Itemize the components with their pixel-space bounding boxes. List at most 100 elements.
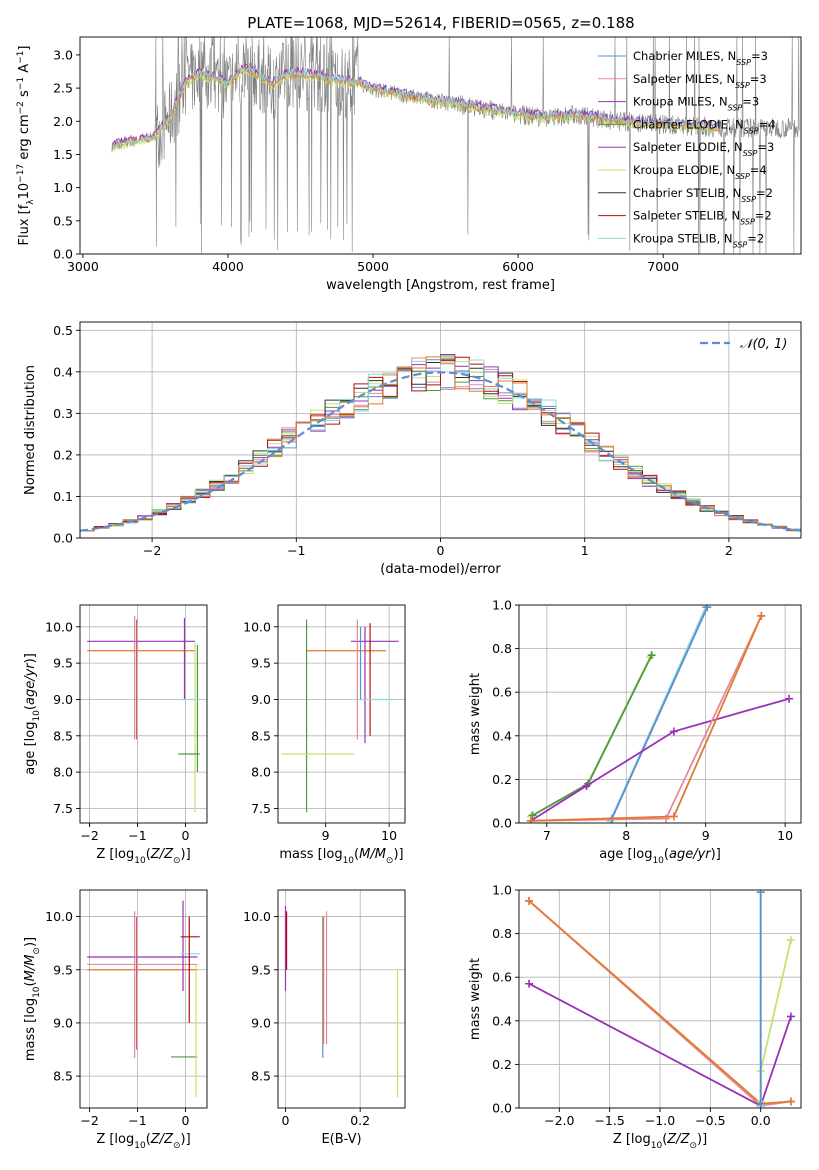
y-tick-label: 7.5 [251,801,271,816]
y-label-part: mass weight [468,673,483,755]
axes-frame [518,604,802,824]
x-tick-label: 1 [581,543,589,558]
legend-sub: SSP [736,58,751,67]
y-label-part: Flux [f [17,204,32,245]
x-tick-label: 4000 [212,259,244,274]
y-label-part: −1 [16,77,26,90]
legend-text: Chabrier ELODIE, N [633,117,744,131]
y-label-part: age [log [23,722,38,775]
x-axis-label: (data-model)/error [380,562,501,577]
y-axis-label: age [log10(age/yr)] [23,653,42,775]
axes-weight-vs-Z: −2.0 −1.5 −1.0 −0.5 0.0 0.0 0.2 0.4 0.6 0.8 1.0 Z [… [468,883,802,1151]
y-label-part: ( [23,705,38,710]
x-tick-label: 10 [777,828,793,843]
legend-label: Chabrier MILES, NSSP=3 [633,49,768,67]
legend-text: Salpeter MILES, N [633,72,735,86]
y-tick-label: 8.5 [53,1069,73,1084]
x-tick-label: 3000 [67,259,99,274]
legend-text: Salpeter STELIB, N [633,209,740,223]
x-label-part: wavelength [Angstrom, rest frame] [326,278,555,293]
axes-mass-vs-Z: −2 −1 08.59.09.510.0Z [log10(Z/Z⊙)]mass [l… [23,889,208,1151]
y-tick-label: 8.0 [53,765,73,780]
plot-area-weight-vs-Z [519,890,801,1108]
x-tick-label: −1.5 [594,1113,624,1128]
x-tick-label: 8 [622,828,630,843]
y-tick-label: 0.0 [492,816,512,831]
x-label-part: ( [146,1132,151,1147]
series-marker [757,611,766,620]
model-spectrum-line [111,66,722,150]
y-label-part: ( [23,981,38,986]
legend-eq: =3 [742,95,759,109]
plot-area-residuals [80,322,801,538]
x-label-part: )] [393,847,403,862]
y-label-part: ] [17,46,32,51]
axes-mass-vs-EBV: 0 0.2 8.5 9.0 9.5 10.0 E(B-V) [243,889,406,1147]
x-label-part: Z/Z [150,847,174,862]
y-tick-label: 1.5 [53,147,73,162]
y-label-part: 10 [32,986,42,998]
y-tick-label: 10.0 [45,619,73,634]
y-tick-label: 2.0 [53,114,73,129]
x-label-part: ⊙ [173,856,181,866]
x-label-part: 10 [652,856,664,866]
y-tick-label: 0.0 [492,1101,512,1116]
y-tick-label: 8.5 [251,728,271,743]
y-tick-label: 1.0 [492,598,512,613]
y-label-part: erg cm [17,114,32,163]
x-tick-label: 9 [702,828,710,843]
y-label-part: 10 [17,183,32,200]
legend-label: Salpeter MILES, NSSP=3 [633,72,767,90]
y-tick-label: 9.5 [251,656,271,671]
x-tick-label: 5000 [357,259,389,274]
x-label-part: )] [181,847,191,862]
y-tick-label: 10.0 [243,909,271,924]
y-label-part: A [17,64,32,77]
y-tick-label: 0.0 [53,247,73,262]
x-axis-label: Z [log10(Z/Z⊙)] [96,847,190,866]
legend-eq: =2 [755,209,772,223]
x-tick-label: −1.0 [645,1113,675,1128]
normal-curve-line [80,371,801,532]
axes-frame [277,604,406,824]
legend-text: Kroupa STELIB, N [633,231,733,245]
legend-label: Salpeter ELODIE, NSSP=3 [633,140,774,158]
x-tick-label: 0.2 [350,1113,370,1128]
y-tick-label: 0.1 [53,489,73,504]
y-tick-label: 9.5 [251,962,271,977]
x-tick-label: −1 [287,543,305,558]
x-tick-label: −2 [80,828,98,843]
y-label-part: 10 [32,710,42,722]
y-tick-label: 0.5 [53,323,73,338]
series-marker [786,1012,795,1021]
y-axis-label: Flux [fλ10−17 erg cm−2 s−1 A−1] [16,46,36,246]
series-marker [786,936,795,945]
model-spectrum-line [111,66,722,151]
x-tick-label: −0.5 [695,1113,725,1128]
legend-eq: =4 [759,117,776,131]
series-marker [669,812,678,821]
legend-sub: SSP [728,103,743,112]
y-label-part: mass [log [23,998,38,1061]
x-label-part: Z [log [613,1132,651,1147]
x-tick-label: 0.0 [751,1113,771,1128]
x-label-part: Z [log [96,847,134,862]
legend-sub: SSP [741,194,756,203]
y-label-part: M/M [23,955,38,982]
x-label-part: mass [log [279,847,342,862]
y-tick-label: 9.0 [53,692,73,707]
x-label-part: age [log [599,847,652,862]
legend-label: 𝒩(0, 1) [740,337,787,352]
figure-title: PLATE=1068, MJD=52614, FIBERID=0565, z=0… [247,14,634,32]
x-label-part: M/M [359,847,386,862]
x-label-part: E(B-V) [321,1132,361,1147]
x-label-part: ⊙ [173,1141,181,1151]
series-marker [786,1097,795,1106]
y-tick-label: 1.0 [53,180,73,195]
plot-area-age-vs-Z [80,605,207,823]
x-axis-label: E(B-V) [321,1132,361,1147]
y-label-part: Normed distribution [23,365,38,495]
y-tick-label: 0.8 [492,641,512,656]
